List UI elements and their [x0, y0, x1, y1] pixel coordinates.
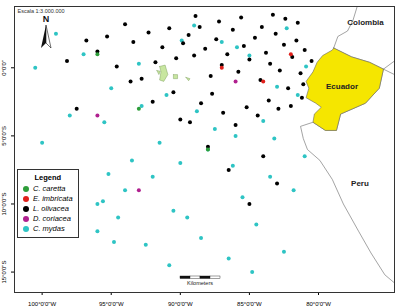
- svg-text:100°0'0"W: 100°0'0"W: [28, 301, 56, 306]
- svg-text:Escala 1:3.000.000: Escala 1:3.000.000: [18, 8, 65, 14]
- svg-text:Peru: Peru: [351, 179, 369, 188]
- html-text:E. imbricata: E. imbricata: [33, 194, 73, 203]
- svg-text:Ecuador: Ecuador: [326, 82, 358, 91]
- svg-text:Kilometers: Kilometers: [187, 280, 213, 286]
- html-text:Legend: Legend: [34, 173, 62, 182]
- svg-text:Colombia: Colombia: [347, 18, 384, 27]
- html-text:L. olivacea: L. olivacea: [33, 204, 69, 213]
- svg-text:80°0'0"W: 80°0'0"W: [306, 301, 331, 306]
- svg-text:N: N: [43, 14, 50, 24]
- svg-text:85°0'0"W: 85°0'0"W: [237, 301, 262, 306]
- svg-text:10°0'0"S: 10°0'0"S: [1, 192, 7, 215]
- svg-text:95°0'0"W: 95°0'0"W: [99, 301, 124, 306]
- html-text:C. caretta: C. caretta: [33, 184, 66, 193]
- html-text:D. coriacea: D. coriacea: [33, 214, 71, 223]
- svg-text:15°0'0"S: 15°0'0"S: [1, 261, 7, 284]
- svg-text:90°0'0"W: 90°0'0"W: [168, 301, 193, 306]
- svg-text:5°0'0"S: 5°0'0"S: [1, 126, 7, 146]
- html-text:C. mydas: C. mydas: [33, 224, 65, 233]
- svg-text:0°0'0": 0°0'0": [1, 60, 7, 76]
